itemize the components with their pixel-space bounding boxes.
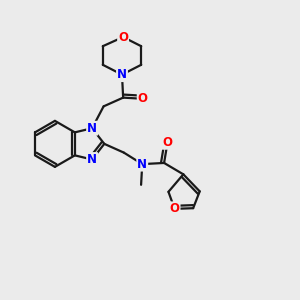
Text: N: N: [117, 68, 127, 81]
Text: O: O: [163, 136, 172, 149]
Text: O: O: [118, 31, 128, 44]
Text: N: N: [137, 158, 147, 171]
Text: O: O: [138, 92, 148, 105]
Text: N: N: [87, 153, 97, 166]
Text: N: N: [87, 122, 97, 135]
Text: O: O: [169, 202, 180, 215]
